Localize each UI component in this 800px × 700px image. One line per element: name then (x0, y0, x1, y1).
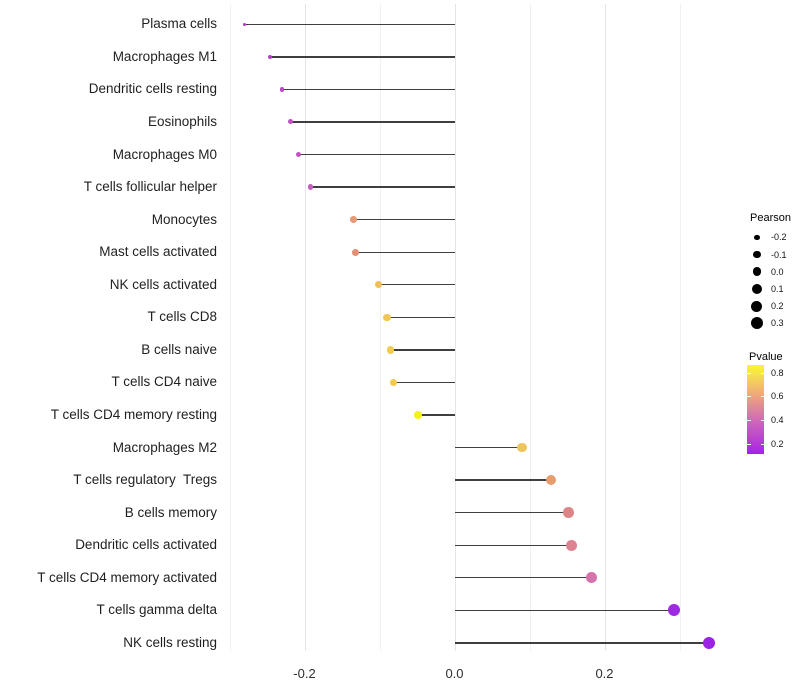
lollipop-stem (244, 23, 455, 25)
lollipop-stem (454, 642, 709, 644)
y-axis-label: T cells CD4 memory resting (50, 407, 217, 423)
y-axis-label: NK cells resting (123, 634, 217, 650)
lollipop-dot (267, 54, 273, 59)
lollipop-stem (454, 512, 569, 514)
color-legend-title: Pvalue (749, 351, 783, 363)
lollipop-dot (295, 151, 302, 158)
y-axis-label: Macrophages M0 (112, 146, 217, 162)
size-legend-label: 0.1 (771, 283, 784, 294)
lollipop-dot (414, 411, 423, 420)
lollipop-stem (270, 56, 455, 58)
lollipop-dot (279, 87, 285, 92)
colorbar-tick (760, 420, 764, 421)
y-axis-label: Mast cells activated (99, 244, 217, 260)
lollipop-dot (546, 475, 557, 486)
gridline-major (304, 4, 306, 651)
pvalue-colorbar (747, 365, 764, 454)
size-legend-label: -0.1 (771, 249, 787, 260)
lollipop-stem (454, 577, 592, 579)
size-legend-dot (752, 267, 762, 277)
y-axis-label: Plasma cells (141, 16, 217, 32)
lollipop-dot (287, 119, 293, 125)
lollipop-stem (387, 316, 455, 318)
colorbar-tick (760, 444, 764, 446)
lollipop-dot (586, 572, 598, 584)
lollipop-stem (298, 153, 455, 156)
colorbar-tick (760, 396, 764, 398)
y-axis-label: T cells CD4 memory activated (37, 569, 217, 585)
gridline-major (604, 4, 606, 651)
lollipop-stem (454, 479, 552, 481)
size-legend-label: 0.0 (771, 266, 784, 277)
y-axis-label: T cells CD8 (147, 309, 217, 325)
colorbar-label: 0.8 (771, 368, 784, 378)
colorbar-label: 0.4 (771, 415, 784, 425)
lollipop-dot (566, 539, 577, 551)
x-tick-label: 0.0 (445, 666, 464, 681)
lollipop-dot (387, 346, 395, 354)
lollipop-dot (517, 442, 527, 453)
y-axis-label: T cells follicular helper (83, 179, 217, 195)
colorbar-tick (747, 444, 751, 446)
lollipop-dot (242, 22, 247, 26)
size-legend-dot (753, 250, 761, 259)
lollipop-stem (454, 544, 572, 546)
gridline-minor (529, 4, 531, 651)
colorbar-label: 0.6 (771, 391, 784, 402)
gridline-major (454, 4, 456, 651)
lollipop-dot (349, 216, 357, 223)
y-axis-label: T cells gamma delta (96, 602, 217, 618)
colorbar-label: 0.2 (771, 439, 784, 450)
lollipop-dot (389, 378, 398, 387)
lollipop-stem (454, 446, 522, 449)
colorbar-tick (747, 373, 751, 374)
y-axis-label: B cells naive (141, 341, 217, 357)
lollipop-dot (383, 313, 391, 322)
size-legend-label: 0.3 (771, 318, 784, 329)
lollipop-stem (393, 381, 455, 384)
y-axis-label: Macrophages M1 (112, 48, 217, 64)
y-axis-label: Dendritic cells resting (88, 81, 217, 97)
lollipop-stem (290, 121, 455, 123)
y-axis-label: Monocytes (151, 211, 217, 227)
x-tick-label: 0.2 (595, 666, 614, 681)
lollipop-stem (282, 88, 455, 91)
lollipop-stem (454, 609, 675, 612)
x-tick-label: -0.2 (293, 666, 316, 681)
size-legend-dot (752, 283, 762, 294)
colorbar-tick (747, 420, 751, 421)
y-axis-label: Eosinophils (147, 113, 217, 129)
y-axis-label: T cells regulatory Tregs (73, 472, 217, 488)
gridline-minor (379, 4, 381, 651)
colorbar-tick (760, 373, 764, 374)
gridline-minor (229, 4, 231, 651)
colorbar-tick (747, 396, 751, 398)
lollipop-stem (310, 186, 455, 188)
lollipop-dot (307, 184, 314, 190)
y-axis-label: Dendritic cells activated (75, 537, 217, 553)
lollipop-dot (352, 248, 359, 256)
size-legend-label: -0.2 (771, 232, 787, 243)
lollipop-dot (702, 636, 715, 650)
y-axis-label: NK cells activated (109, 276, 217, 292)
gridline-minor (679, 4, 681, 651)
size-legend-dot (754, 234, 760, 240)
lollipop-stem (355, 251, 455, 253)
size-legend-label: 0.2 (771, 301, 784, 312)
y-axis-label: Macrophages M2 (112, 439, 217, 455)
lollipop-stem (378, 284, 455, 286)
lollipop-stem (353, 219, 455, 221)
size-legend-dot (751, 317, 763, 330)
y-axis-label: B cells memory (124, 504, 217, 520)
y-axis-label: T cells CD4 naive (111, 374, 217, 390)
lollipop-stem (418, 414, 455, 416)
lollipop-dot (668, 604, 681, 617)
size-legend-title: Pearson (750, 212, 791, 224)
lollipop-dot (563, 507, 574, 518)
size-legend-dot (751, 300, 763, 312)
lollipop-stem (390, 349, 455, 351)
lollipop-dot (375, 281, 383, 289)
